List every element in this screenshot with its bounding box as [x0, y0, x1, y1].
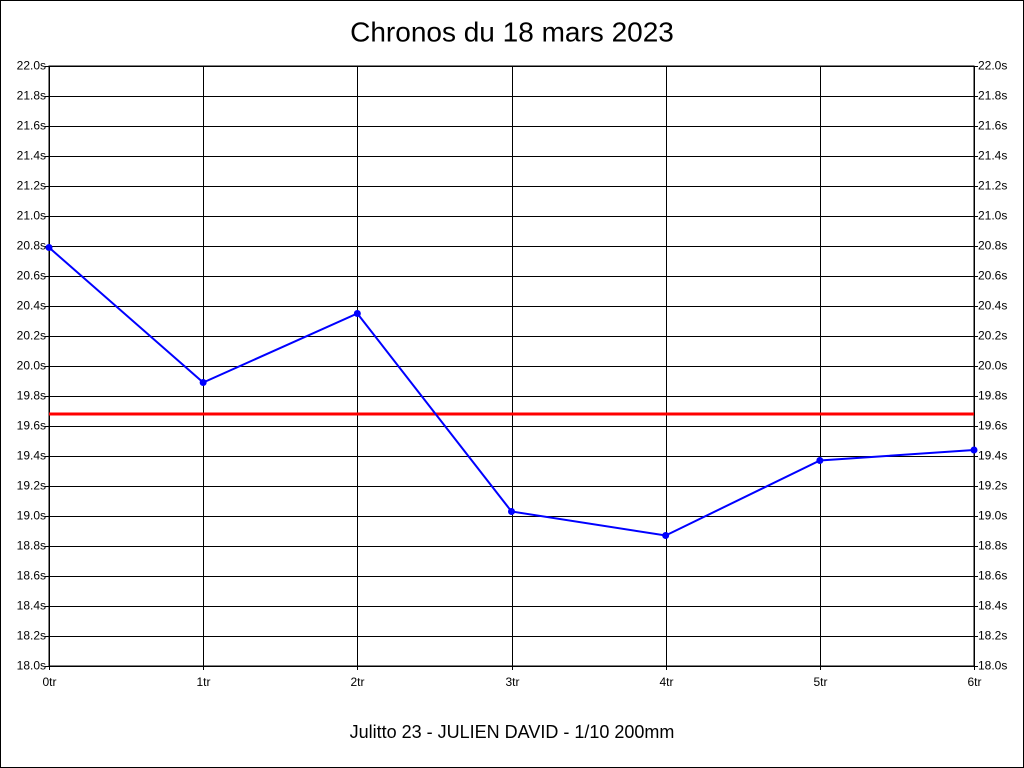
- y2-tick-label: 18.8s: [978, 539, 1007, 553]
- x-tick-label: 3tr: [505, 675, 519, 689]
- y2-tick-label: 20.8s: [978, 239, 1007, 253]
- data-point: [353, 310, 361, 317]
- y2-tick-label: 19.0s: [978, 509, 1007, 523]
- chart-title: Chronos du 18 mars 2023: [350, 16, 674, 47]
- y2-tick-label: 19.2s: [978, 479, 1007, 493]
- y2-tick-label: 18.6s: [978, 569, 1007, 583]
- y-tick-label: 21.6s: [17, 119, 46, 133]
- y2-tick-label: 21.0s: [978, 209, 1007, 223]
- data-point: [816, 457, 824, 464]
- y-tick-label: 18.2s: [17, 629, 46, 643]
- y-tick-label: 22.0s: [17, 59, 46, 73]
- y2-tick-label: 19.4s: [978, 449, 1007, 463]
- y-tick-label: 18.6s: [17, 569, 46, 583]
- y2-tick-label: 18.2s: [978, 629, 1007, 643]
- y2-tick-label: 20.4s: [978, 299, 1007, 313]
- y-tick-label: 21.4s: [17, 149, 46, 163]
- y-tick-label: 20.6s: [17, 269, 46, 283]
- y-tick-label: 20.2s: [17, 329, 46, 343]
- y2-tick-label: 19.6s: [978, 419, 1007, 433]
- y2-tick-label: 20.6s: [978, 269, 1007, 283]
- y-tick-label: 20.4s: [17, 299, 46, 313]
- data-point: [970, 446, 978, 454]
- y-tick-label: 18.4s: [17, 599, 46, 613]
- data-point: [662, 532, 670, 539]
- y-tick-label: 20.0s: [17, 359, 46, 373]
- y2-tick-label: 20.0s: [978, 359, 1007, 373]
- data-point: [45, 244, 53, 251]
- x-tick-label: 0tr: [42, 675, 56, 689]
- y-tick-label: 18.0s: [17, 659, 46, 673]
- y-tick-label: 19.4s: [17, 449, 46, 463]
- chart-subtitle: Julitto 23 - JULIEN DAVID - 1/10 200mm: [350, 722, 675, 742]
- y-tick-label: 21.2s: [17, 179, 46, 193]
- y-tick-label: 19.8s: [17, 389, 46, 403]
- x-tick-label: 4tr: [659, 675, 673, 689]
- x-tick-label: 6tr: [967, 675, 981, 689]
- y-tick-label: 19.0s: [17, 509, 46, 523]
- y-tick-label: 19.2s: [17, 479, 46, 493]
- y2-tick-label: 18.0s: [978, 659, 1007, 673]
- y-tick-label: 20.8s: [17, 239, 46, 253]
- y2-tick-label: 20.2s: [978, 329, 1007, 343]
- y2-tick-label: 21.2s: [978, 179, 1007, 193]
- y2-tick-label: 21.4s: [978, 149, 1007, 163]
- x-tick-label: 2tr: [350, 675, 364, 689]
- y2-tick-label: 18.4s: [978, 599, 1007, 613]
- y-tick-label: 19.6s: [17, 419, 46, 433]
- x-tick-label: 1tr: [196, 675, 210, 689]
- y2-tick-label: 19.8s: [978, 389, 1007, 403]
- y2-tick-label: 21.8s: [978, 89, 1007, 103]
- y2-tick-label: 22.0s: [978, 59, 1007, 73]
- y-tick-label: 21.8s: [17, 89, 46, 103]
- data-point: [508, 508, 515, 515]
- x-tick-label: 5tr: [813, 675, 827, 689]
- y-tick-label: 21.0s: [17, 209, 46, 223]
- y-tick-label: 18.8s: [17, 539, 46, 553]
- y2-tick-label: 21.6s: [978, 119, 1007, 133]
- data-point: [199, 379, 207, 386]
